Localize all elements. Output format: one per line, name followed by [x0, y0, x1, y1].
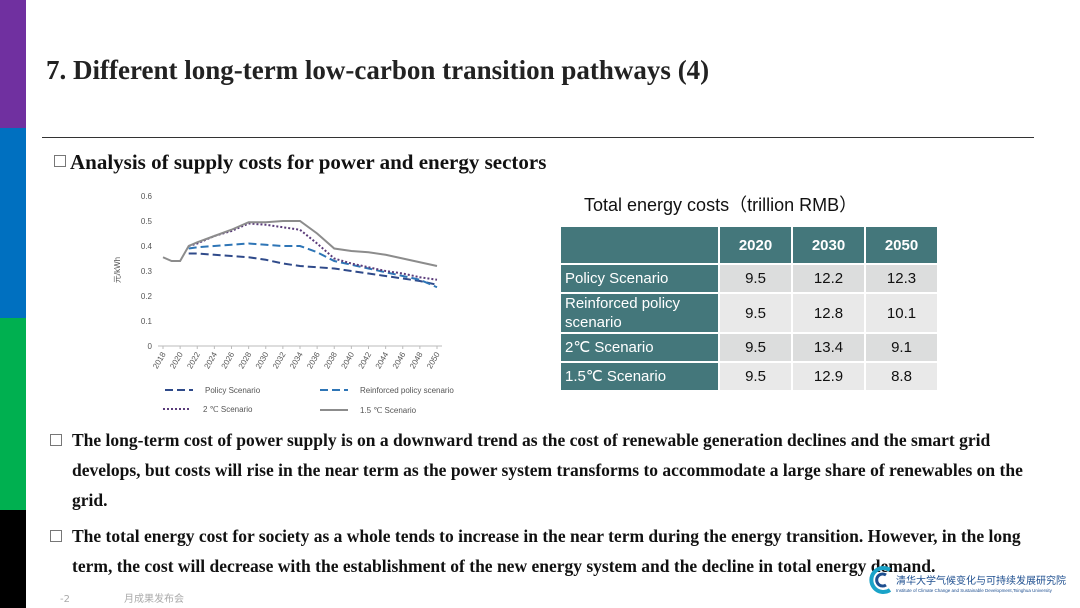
y-tick-label: 0.6 [141, 192, 153, 201]
slide-title: 7. Different long-term low-carbon transi… [46, 55, 710, 85]
legend-label: 2 ℃ Scenario [203, 405, 253, 414]
cell: 9.1 [864, 332, 939, 363]
row: 2℃ Scenario 9.5 13.4 9.1 [559, 332, 939, 363]
header-cell: 2020 [718, 225, 793, 265]
x-tick-label: 2028 [237, 350, 254, 370]
x-tick-label: 2042 [357, 350, 374, 370]
y-tick-label: 0.2 [141, 292, 153, 301]
cost-table: 2020 2030 2050 Policy Scenario 9.5 12.2 … [559, 225, 939, 392]
x-tick-label: 2026 [220, 350, 237, 370]
logo-mark [869, 566, 892, 594]
x-tick-label: 2020 [168, 350, 185, 370]
legend-label: Policy Scenario [205, 386, 261, 395]
cell: 9.5 [718, 292, 793, 334]
y-tick-label: 0.3 [141, 267, 153, 276]
cell: 12.8 [791, 292, 866, 334]
x-tick-label: 2038 [322, 350, 339, 370]
bullet: The long-term cost of power supply is on… [50, 425, 1050, 515]
accent-bar [0, 128, 26, 318]
series-line [162, 220, 438, 267]
x-tick-label: 2024 [202, 350, 219, 370]
y-axis-label: 元/kWh [113, 257, 122, 283]
logo-text: 清华大学气候变化与可持续发展研究院 [896, 576, 1066, 587]
x-tick-label: 2030 [254, 350, 271, 370]
y-tick-label: 0.4 [141, 242, 153, 251]
x-tick-label: 2036 [305, 350, 322, 370]
footer-text: -2 [60, 594, 70, 605]
legend-label: 1.5 ℃ Scenario [360, 406, 417, 415]
row: Policy Scenario 9.5 12.2 12.3 [559, 263, 939, 294]
cell: 10.1 [864, 292, 939, 334]
cell: 12.3 [864, 263, 939, 294]
footer: -2 月成果发布会 [60, 590, 184, 605]
cell: 12.2 [791, 263, 866, 294]
x-tick-label: 2018 [151, 350, 168, 370]
row-label: Reinforced policy scenario [559, 292, 720, 334]
header-cell: 2030 [791, 225, 866, 265]
x-tick-label: 2050 [425, 350, 442, 370]
heading-text: Analysis of supply costs for power and e… [70, 150, 547, 174]
y-tick-label: 0 [148, 342, 153, 351]
section-heading: Analysis of supply costs for power and e… [54, 150, 546, 175]
row-label: 2℃ Scenario [559, 332, 720, 363]
cell: 9.5 [718, 263, 793, 294]
bullet: The total energy cost for society as a w… [50, 521, 1050, 581]
y-tick-label: 0.5 [141, 217, 153, 226]
cell: 8.8 [864, 361, 939, 392]
cell: 13.4 [791, 332, 866, 363]
row: Reinforced policy scenario 9.5 12.8 10.1 [559, 292, 939, 334]
accent-bar [0, 0, 26, 128]
header-cell: 2050 [864, 225, 939, 265]
x-tick-label: 2048 [408, 350, 425, 370]
x-tick-label: 2046 [391, 350, 408, 370]
logo-text: Institute of Climate Change and Sustaina… [896, 588, 1052, 593]
x-tick-label: 2034 [288, 350, 305, 370]
bullet-text: The total energy cost for society as a w… [72, 526, 1021, 576]
cell: 12.9 [791, 361, 866, 392]
row-label: Policy Scenario [559, 263, 720, 294]
x-tick-label: 2040 [339, 350, 356, 370]
row: 1.5℃ Scenario 9.5 12.9 8.8 [559, 361, 939, 392]
cell: 9.5 [718, 332, 793, 363]
x-tick-label: 2032 [271, 350, 288, 370]
x-tick-label: 2044 [374, 350, 391, 370]
x-tick-label: 2022 [185, 350, 202, 370]
table-title: Total energy costs（trillion RMB） [584, 195, 858, 215]
series-line [188, 252, 438, 286]
cell: 9.5 [718, 361, 793, 392]
footer-text: 月成果发布会 [124, 594, 185, 605]
accent-bar [0, 510, 26, 608]
series-line [188, 242, 438, 289]
legend-label: Reinforced policy scenario [360, 386, 454, 395]
bullet-text: The long-term cost of power supply is on… [72, 430, 1023, 510]
header-row: 2020 2030 2050 [559, 225, 939, 265]
accent-bar [0, 318, 26, 510]
y-tick-label: 0.1 [141, 317, 153, 326]
header-cell [559, 225, 720, 265]
divider [42, 137, 1034, 138]
row-label: 1.5℃ Scenario [559, 361, 720, 392]
